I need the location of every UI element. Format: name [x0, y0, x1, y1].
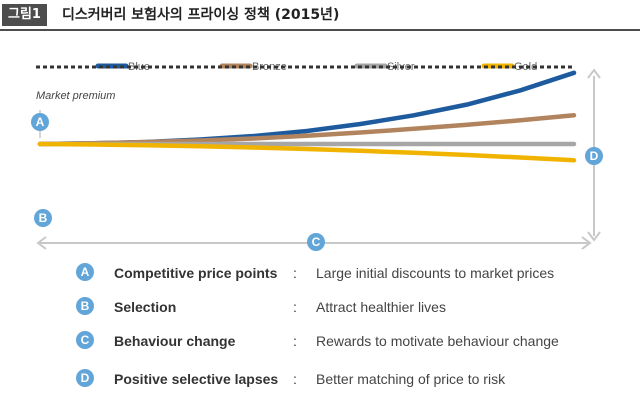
row-badge: B	[76, 297, 94, 315]
marker-c-circle	[307, 233, 325, 251]
arrow-d-head-up	[587, 68, 601, 79]
row-badge: C	[76, 331, 94, 349]
list-item: D Positive selective lapses: Better matchi…	[76, 368, 636, 390]
row-colon: :	[293, 371, 297, 387]
series-line-blue	[37, 70, 577, 147]
row-term: Positive selective lapses	[114, 371, 279, 387]
marker-c-label: C	[312, 235, 321, 249]
header-rule	[0, 29, 640, 31]
arrow-c-head-left	[36, 236, 47, 250]
row-badge: A	[76, 263, 94, 281]
row-term: Competitive price points	[114, 265, 278, 281]
figure-title: 디스커버리 보험사의 프라이싱 정책 (2015년)	[62, 7, 340, 23]
row-description: Large initial discounts to market prices	[316, 265, 555, 281]
marker-b-circle	[34, 209, 52, 227]
figure-header: 그림1 디스커버리 보험사의 프라이싱 정책 (2015년)	[0, 0, 640, 32]
legend-label: Blue	[128, 61, 150, 73]
row-colon: :	[293, 333, 297, 349]
row-colon: :	[293, 299, 297, 315]
row-description: Rewards to motivate behaviour change	[316, 333, 559, 349]
row-term: Behaviour change	[114, 333, 236, 349]
list-item: A Competitive price points: Large initial …	[76, 262, 636, 284]
row-description: Better matching of price to risk	[316, 371, 506, 387]
row-colon: :	[293, 265, 297, 281]
row-description: Attract healthier lives	[316, 299, 446, 315]
list-item: B Selection: Attract healthier lives	[76, 296, 636, 318]
arrow-c-head-right	[581, 236, 592, 250]
figure-label: 그림1	[2, 4, 47, 26]
marker-b-label: B	[39, 211, 48, 225]
row-badge: D	[76, 369, 94, 387]
series-line-gold	[37, 141, 577, 163]
marker-d-circle	[585, 147, 603, 165]
legend-label: Gold	[514, 61, 537, 73]
row-term: Selection	[114, 299, 177, 315]
arrow-d-head-down	[587, 231, 601, 242]
marker-a-label: A	[36, 115, 45, 129]
marker-d-label: D	[590, 149, 599, 163]
list-item: C Behaviour change: Rewards to motivate be…	[76, 330, 636, 352]
marker-a-circle	[31, 113, 49, 131]
market-premium-label: Market premium	[36, 90, 115, 102]
